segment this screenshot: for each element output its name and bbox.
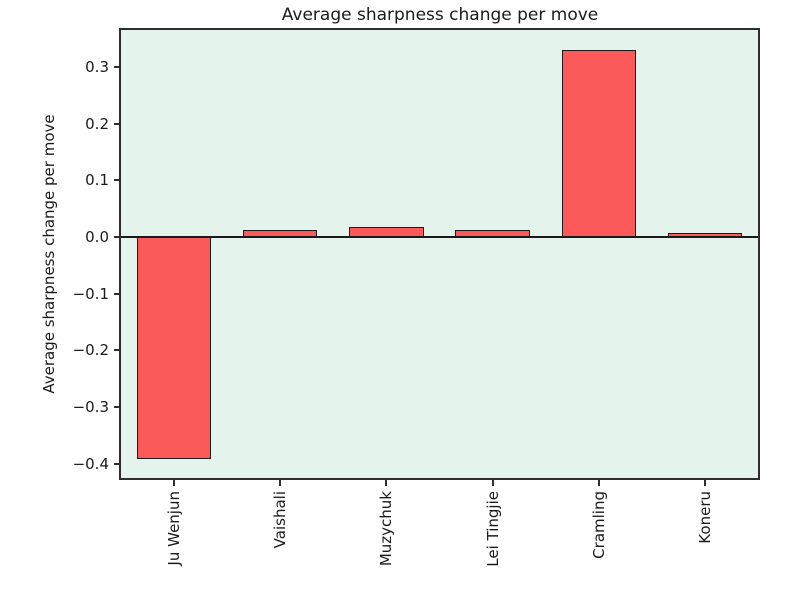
x-tick-label: Cramling [589,491,608,559]
x-tick-mark [279,480,282,486]
y-tick-mark [114,292,119,295]
y-tick-label: −0.4 [72,454,109,473]
y-tick-label: 0.1 [85,171,109,190]
x-tick-mark [385,480,388,486]
bar-ju-wenjun [136,236,212,459]
plot-area [119,28,760,480]
y-tick-label: −0.2 [72,341,109,360]
y-tick-label: 0.0 [85,227,109,246]
y-tick-label: −0.3 [72,398,109,417]
x-tick-label: Koneru [695,491,714,544]
x-tick-label: Muzychuk [377,491,396,567]
y-tick-mark [114,349,119,352]
x-tick-mark [597,480,600,486]
x-tick-label: Lei Tingjie [483,491,502,567]
x-tick-mark [491,480,494,486]
x-tick-label: Ju Wenjun [165,491,184,566]
chart-title: Average sharpness change per move [281,5,599,25]
x-tick-mark [703,480,706,486]
y-tick-mark [114,235,119,238]
y-tick-mark [114,122,119,125]
x-tick-mark [173,480,176,486]
y-tick-label: 0.2 [85,114,109,133]
x-tick-label: Vaishali [271,491,290,549]
bar-cramling [561,49,636,237]
y-tick-label: 0.3 [85,57,109,76]
y-tick-mark [114,462,119,465]
y-tick-label: −0.1 [72,284,109,303]
zero-line [121,236,758,238]
y-tick-mark [114,179,119,182]
y-tick-mark [114,65,119,68]
y-tick-mark [114,406,119,409]
